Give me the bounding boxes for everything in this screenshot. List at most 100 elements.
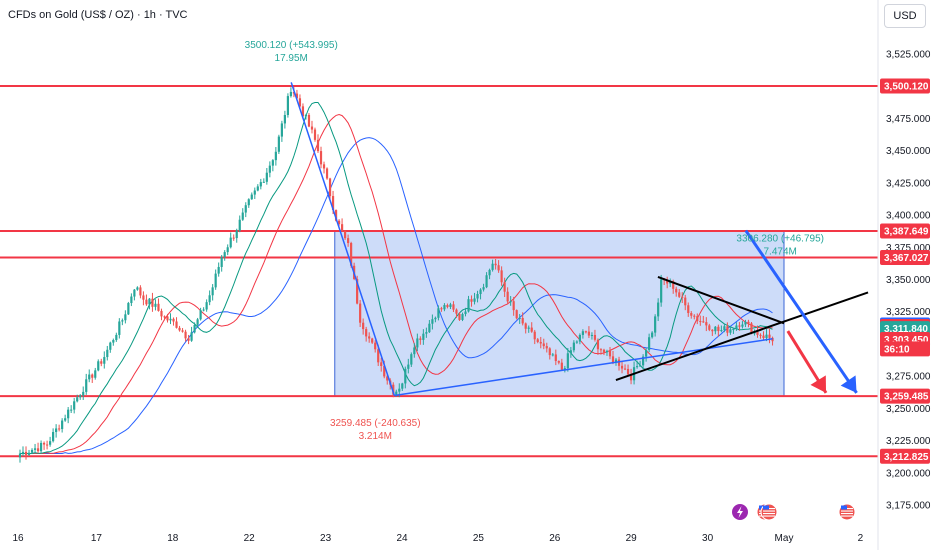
candle-body bbox=[133, 289, 136, 297]
candle-body bbox=[313, 129, 317, 140]
candle-body bbox=[295, 93, 299, 99]
candle-body bbox=[642, 356, 645, 366]
candle-body bbox=[518, 317, 521, 319]
time-tick-24: 24 bbox=[396, 533, 408, 544]
candle-body bbox=[629, 374, 633, 381]
annotation-label-2: 3306.280 (+46.795) bbox=[736, 234, 824, 245]
candle-body bbox=[304, 114, 308, 117]
candle-body bbox=[638, 365, 642, 367]
candle-body bbox=[148, 298, 151, 305]
candle-body bbox=[657, 302, 660, 317]
candle-body bbox=[410, 354, 413, 365]
candle-body bbox=[217, 266, 220, 274]
time-tick-25: 25 bbox=[473, 533, 485, 544]
candle-body bbox=[530, 327, 533, 332]
us-flag-event-icon-2-stripe bbox=[763, 513, 775, 515]
lightning-event-icon-bolt bbox=[737, 506, 743, 518]
candle-body bbox=[118, 321, 121, 335]
currency-button[interactable]: USD bbox=[884, 4, 926, 28]
candle-body bbox=[337, 220, 341, 225]
candle-body bbox=[277, 136, 280, 152]
candle-body bbox=[708, 325, 711, 330]
candle-body bbox=[286, 96, 290, 115]
candle-body bbox=[196, 319, 199, 325]
candle-body bbox=[587, 331, 591, 336]
candle-body bbox=[274, 151, 277, 161]
candle-body bbox=[154, 303, 157, 307]
time-tick-22: 22 bbox=[244, 533, 256, 544]
annotation-label-0: 3500.120 (+543.995) bbox=[245, 40, 338, 51]
candle-body bbox=[756, 331, 759, 335]
candle-body bbox=[145, 299, 148, 305]
candle-body bbox=[82, 391, 85, 396]
time-tick-May: May bbox=[775, 533, 794, 544]
candle-body bbox=[103, 357, 106, 364]
time-tick-16: 16 bbox=[12, 533, 24, 544]
candle-body bbox=[184, 331, 187, 339]
candle-body bbox=[280, 123, 283, 137]
candle-body bbox=[250, 194, 253, 200]
price-tick: 3,175.000 bbox=[886, 501, 931, 512]
candle-body bbox=[434, 317, 437, 320]
candle-body bbox=[244, 205, 247, 213]
price-tag-text-2: 3,367.027 bbox=[884, 253, 929, 264]
price-tag-0 bbox=[880, 78, 930, 94]
candle-body bbox=[380, 362, 383, 366]
candle-body bbox=[124, 314, 127, 321]
candle-body bbox=[527, 327, 530, 329]
candle-body bbox=[259, 182, 262, 187]
candle-body bbox=[205, 302, 208, 310]
us-flag-event-icon-2-stripe bbox=[763, 510, 775, 512]
candle-body bbox=[765, 334, 768, 338]
price-tick: 3,225.000 bbox=[886, 436, 931, 447]
annotation-volume-1: 3.214M bbox=[359, 431, 392, 442]
candle-body bbox=[741, 324, 744, 327]
price-tick: 3,375.000 bbox=[886, 243, 931, 254]
candle-body bbox=[52, 432, 55, 442]
candle-body bbox=[220, 256, 223, 267]
time-tick-17: 17 bbox=[91, 533, 103, 544]
candle-body bbox=[271, 160, 274, 166]
candle-body bbox=[395, 391, 398, 395]
candle-body bbox=[27, 452, 31, 455]
annotation-volume-2: 7.474M bbox=[764, 247, 797, 258]
candle-body bbox=[759, 334, 762, 336]
candle-body bbox=[365, 329, 368, 337]
candle-body bbox=[557, 361, 560, 363]
price-tick: 3,325.000 bbox=[886, 307, 931, 318]
price-tick: 3,275.000 bbox=[886, 372, 931, 383]
candle-body bbox=[211, 287, 214, 296]
candle-body bbox=[130, 296, 133, 304]
candle-body bbox=[572, 342, 575, 351]
candle-body bbox=[340, 224, 344, 232]
candle-body bbox=[24, 451, 28, 455]
candle-body bbox=[169, 318, 172, 321]
candle-body bbox=[359, 303, 362, 323]
candle-body bbox=[175, 321, 178, 328]
candle-body bbox=[446, 305, 449, 307]
price-tag-text-8: 3,259.485 bbox=[884, 392, 929, 403]
us-flag-event-icon-2 bbox=[760, 503, 778, 521]
candle-body bbox=[750, 323, 753, 334]
candle-body bbox=[307, 114, 311, 127]
key-levels bbox=[0, 85, 878, 458]
candle-body bbox=[343, 231, 347, 239]
candle-body bbox=[416, 338, 419, 348]
price-tick: 3,200.000 bbox=[886, 468, 931, 479]
candle-body bbox=[569, 350, 572, 354]
candle-body bbox=[356, 278, 359, 304]
candle-body bbox=[461, 314, 464, 320]
candle-body bbox=[536, 339, 539, 342]
candle-body bbox=[106, 349, 109, 358]
candle-body bbox=[699, 321, 702, 323]
candle-body bbox=[247, 199, 250, 206]
candle-body bbox=[581, 331, 584, 335]
candle-body bbox=[422, 333, 425, 340]
price-tag-7 bbox=[880, 341, 930, 357]
candle-body bbox=[178, 327, 181, 331]
candle-body bbox=[383, 365, 386, 377]
candle-body bbox=[112, 340, 115, 343]
candle-body bbox=[467, 299, 470, 312]
candle-body bbox=[635, 366, 639, 368]
